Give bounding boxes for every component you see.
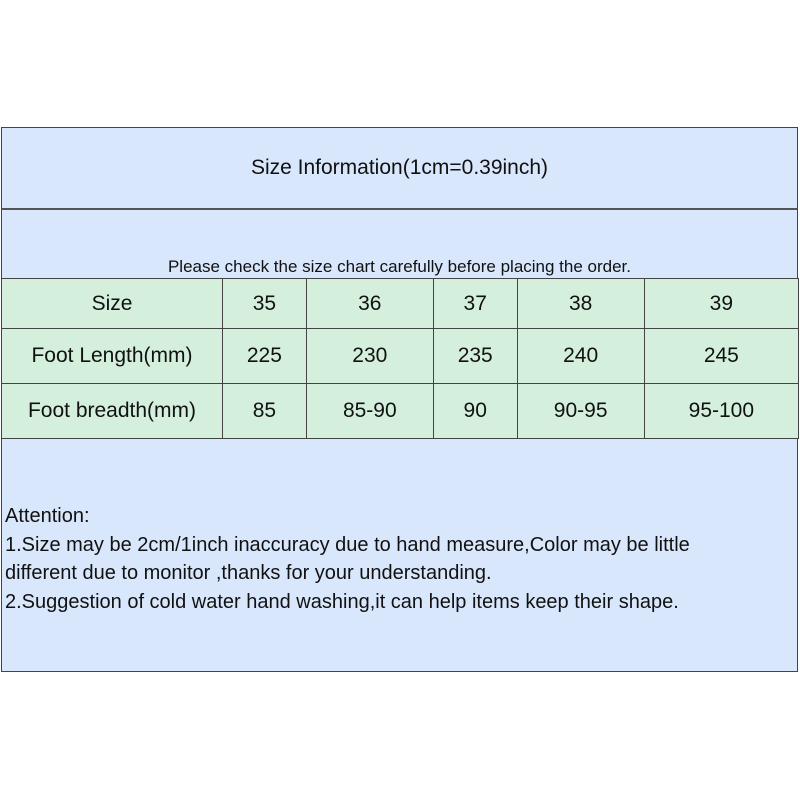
- table-cell: 95-100: [643, 383, 800, 439]
- size-table: Size 35 36 37 38 39 Foot Length(mm) 225 230 235 24…: [1, 278, 800, 439]
- table-cell: 36: [305, 278, 434, 329]
- table-cell: 38: [516, 278, 645, 329]
- order-note: Please check the size chart carefully be…: [167, 257, 632, 276]
- table-cell: 245: [643, 328, 800, 384]
- chart-title: Size Information(1cm=0.39inch): [2, 128, 797, 210]
- table-cell: 35: [222, 278, 307, 329]
- table-cell: 37: [432, 278, 518, 329]
- table-cell: 85-90: [305, 383, 434, 439]
- table-cell: 230: [305, 328, 434, 384]
- attention-heading: Attention:: [5, 505, 90, 527]
- attention-section: Attention: 1.Size may be 2cm/1inch inacc…: [5, 502, 690, 616]
- attention-line: different due to monitor ,thanks for you…: [5, 562, 492, 584]
- table-row: Foot Length(mm) 225 230 235 240 245: [1, 328, 800, 384]
- table-cell: 39: [643, 278, 800, 329]
- attention-line: 1.Size may be 2cm/1inch inaccuracy due t…: [5, 533, 690, 556]
- attention-line: 2.Suggestion of cold water hand washing,…: [5, 590, 679, 613]
- row-label: Foot Length(mm): [1, 328, 223, 384]
- table-row: Foot breadth(mm) 85 85-90 90 90-95 95-100: [1, 383, 800, 439]
- table-cell: 90: [432, 383, 518, 439]
- table-cell: 85: [222, 383, 307, 439]
- row-label: Size: [1, 278, 223, 329]
- row-label: Foot breadth(mm): [1, 383, 223, 439]
- table-row: Size 35 36 37 38 39: [1, 278, 800, 329]
- table-cell: 225: [222, 328, 307, 384]
- table-cell: 90-95: [516, 383, 645, 439]
- table-cell: 235: [432, 328, 518, 384]
- table-cell: 240: [516, 328, 645, 384]
- size-chart: Size Information(1cm=0.39inch) Please ch…: [1, 127, 800, 672]
